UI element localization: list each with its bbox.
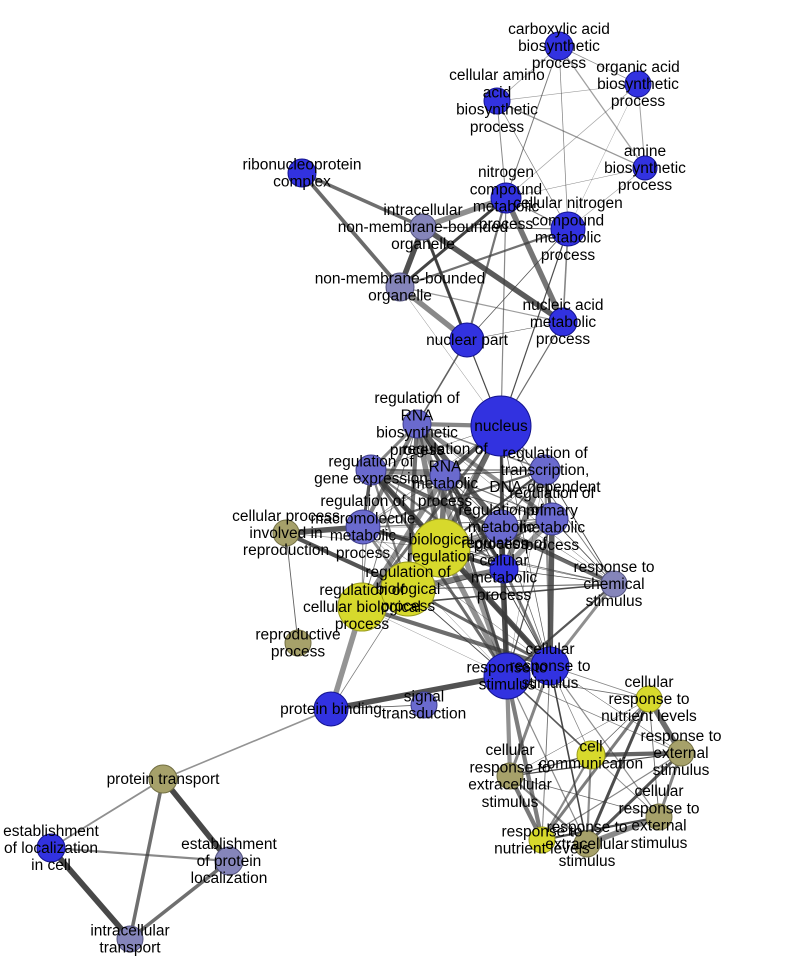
svg-text:cellular: cellular <box>634 783 683 800</box>
svg-text:regulation of: regulation of <box>402 441 488 458</box>
svg-text:nuclear part: nuclear part <box>426 332 509 349</box>
svg-text:process: process <box>418 493 473 510</box>
svg-text:of protein: of protein <box>197 853 262 870</box>
svg-text:reproduction: reproduction <box>243 542 329 559</box>
svg-text:intracellular: intracellular <box>90 922 169 939</box>
svg-text:cell: cell <box>579 738 602 755</box>
svg-text:extracellular: extracellular <box>468 777 552 794</box>
svg-text:transcription,: transcription, <box>501 462 590 479</box>
svg-text:establishment: establishment <box>3 823 99 840</box>
svg-text:communication: communication <box>539 756 643 773</box>
svg-text:establishment: establishment <box>181 836 277 853</box>
svg-text:process: process <box>470 119 525 136</box>
svg-text:compound: compound <box>532 212 604 229</box>
svg-text:signal: signal <box>404 688 445 705</box>
svg-text:transport: transport <box>99 940 161 957</box>
svg-text:nucleus: nucleus <box>474 418 528 435</box>
svg-text:process: process <box>271 644 326 661</box>
svg-text:chemical: chemical <box>583 576 644 593</box>
svg-text:regulation of: regulation of <box>461 535 547 552</box>
svg-text:RNA: RNA <box>401 407 434 424</box>
svg-text:non-membrane-bounded: non-membrane-bounded <box>315 270 486 287</box>
svg-text:process: process <box>336 545 391 562</box>
svg-text:in cell: in cell <box>31 857 71 874</box>
svg-text:cellular: cellular <box>525 641 574 658</box>
svg-text:organelle: organelle <box>391 236 455 253</box>
svg-text:response to: response to <box>641 728 722 745</box>
svg-text:response to: response to <box>574 559 655 576</box>
svg-text:cellular nitrogen: cellular nitrogen <box>513 195 622 212</box>
svg-text:biological: biological <box>376 581 441 598</box>
svg-text:reproductive: reproductive <box>255 626 340 643</box>
svg-text:metabolic: metabolic <box>471 570 538 587</box>
svg-text:primary: primary <box>526 502 578 519</box>
svg-text:response to: response to <box>609 691 690 708</box>
svg-text:organelle: organelle <box>368 288 432 305</box>
svg-text:cellular: cellular <box>479 552 528 569</box>
svg-text:complex: complex <box>273 174 331 191</box>
svg-text:regulation of: regulation of <box>365 564 451 581</box>
svg-text:process: process <box>611 93 666 110</box>
svg-text:gene expression: gene expression <box>314 471 428 488</box>
svg-text:process: process <box>335 616 390 633</box>
svg-text:process: process <box>618 177 673 194</box>
svg-text:localization: localization <box>191 870 268 887</box>
svg-text:biosynthetic: biosynthetic <box>376 425 458 442</box>
svg-text:biosynthetic: biosynthetic <box>518 38 600 55</box>
svg-text:metabolic: metabolic <box>330 528 397 545</box>
svg-text:response to: response to <box>547 819 628 836</box>
svg-text:external: external <box>631 818 686 835</box>
svg-text:stimulus: stimulus <box>653 762 710 779</box>
svg-text:stimulus: stimulus <box>522 675 579 692</box>
svg-text:metabolic: metabolic <box>412 476 479 493</box>
svg-text:nucleic acid: nucleic acid <box>523 297 604 314</box>
svg-text:stimulus: stimulus <box>482 794 539 811</box>
svg-text:response to: response to <box>470 759 551 776</box>
svg-text:process: process <box>381 598 436 615</box>
svg-text:biosynthetic: biosynthetic <box>456 102 538 119</box>
svg-text:biosynthetic: biosynthetic <box>597 76 679 93</box>
svg-text:protein transport: protein transport <box>107 771 221 788</box>
svg-text:cellular process: cellular process <box>232 508 340 525</box>
svg-text:response to: response to <box>619 800 700 817</box>
svg-text:cellular: cellular <box>624 674 673 691</box>
svg-text:stimulus: stimulus <box>586 593 643 610</box>
svg-text:protein binding: protein binding <box>280 701 382 718</box>
svg-text:non-membrane-bounded: non-membrane-bounded <box>338 219 509 236</box>
svg-text:cellular: cellular <box>485 742 534 759</box>
svg-text:ribonucleoprotein: ribonucleoprotein <box>243 156 362 173</box>
svg-text:metabolic: metabolic <box>519 520 586 537</box>
svg-text:stimulus: stimulus <box>631 835 688 852</box>
svg-text:intracellular: intracellular <box>383 202 462 219</box>
svg-text:amine: amine <box>624 143 666 160</box>
svg-text:RNA: RNA <box>429 458 462 475</box>
svg-text:transduction: transduction <box>382 706 466 723</box>
svg-text:of localization: of localization <box>4 840 98 857</box>
svg-text:acid: acid <box>483 84 511 101</box>
svg-text:extracellular: extracellular <box>545 836 629 853</box>
svg-text:regulation of: regulation of <box>502 445 588 462</box>
svg-text:process: process <box>541 247 596 264</box>
svg-text:cellular amino: cellular amino <box>449 67 545 84</box>
svg-text:nutrient levels: nutrient levels <box>601 708 697 725</box>
svg-text:involved in: involved in <box>249 525 322 542</box>
svg-text:organic acid: organic acid <box>596 59 680 76</box>
svg-text:nitrogen: nitrogen <box>478 164 534 181</box>
svg-text:metabolic: metabolic <box>535 230 602 247</box>
svg-text:biosynthetic: biosynthetic <box>604 160 686 177</box>
svg-text:process: process <box>477 587 532 604</box>
svg-text:process: process <box>536 331 591 348</box>
svg-text:response to: response to <box>510 658 591 675</box>
svg-text:regulation of: regulation of <box>374 390 460 407</box>
svg-text:external: external <box>653 745 708 762</box>
svg-text:carboxylic acid: carboxylic acid <box>508 21 610 38</box>
svg-text:stimulus: stimulus <box>559 853 616 870</box>
svg-text:metabolic: metabolic <box>530 314 597 331</box>
svg-text:regulation of: regulation of <box>509 485 595 502</box>
